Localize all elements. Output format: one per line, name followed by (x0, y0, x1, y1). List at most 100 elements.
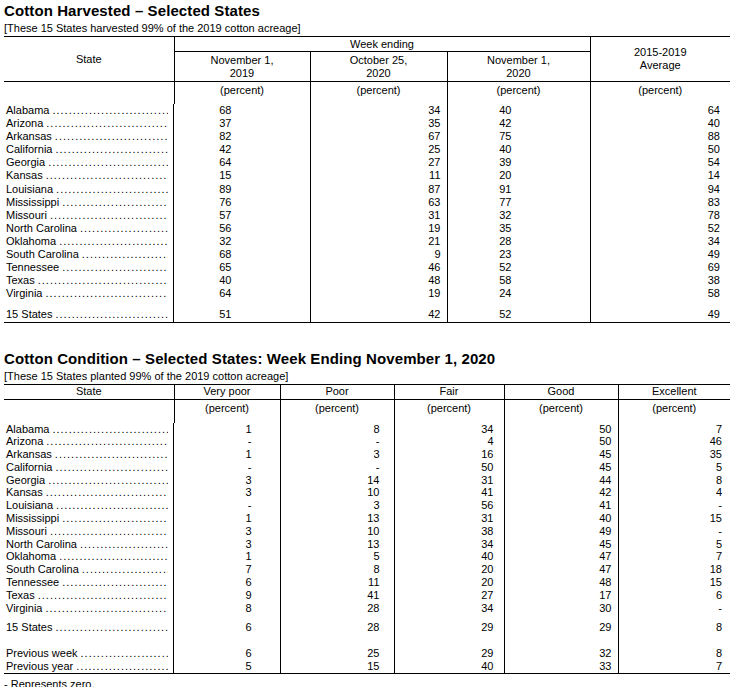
row-label-cell: Arkansas (4, 448, 174, 461)
value-cell: 13 (280, 512, 394, 525)
row-label-cell: North Carolina (4, 538, 174, 551)
value-cell: 65 (174, 261, 310, 274)
value-cell: 40 (447, 143, 590, 156)
row-label: North Carolina (6, 222, 77, 235)
dotted-leader (55, 448, 168, 461)
table-row: Texas94127176 (4, 589, 730, 602)
row-label: Louisiana (6, 183, 53, 196)
row-label: 15 States (6, 621, 52, 634)
unit-label: (percent) (310, 82, 447, 105)
value-cell: 32 (447, 209, 590, 222)
table-row: Arkansas13164535 (4, 448, 730, 461)
value-cell: 88 (590, 130, 730, 143)
value-cell: 8 (280, 423, 394, 436)
value-cell: 41 (280, 589, 394, 602)
value-cell: 15 (280, 660, 394, 673)
value-cell: 49 (590, 300, 730, 322)
dotted-leader (81, 647, 168, 660)
table-row: Mississippi113314015 (4, 512, 730, 525)
value-cell: 40 (394, 660, 504, 673)
dotted-leader (56, 499, 168, 512)
value-cell: 11 (310, 169, 447, 182)
row-label-cell: Tennessee (4, 261, 174, 274)
unit-label: (percent) (504, 399, 618, 423)
value-cell: 58 (590, 287, 730, 300)
dotted-leader (76, 660, 168, 673)
table-row: Arizona37354240 (4, 117, 730, 130)
value-cell: 6 (174, 614, 280, 634)
value-cell: 64 (174, 287, 310, 300)
value-cell: 13 (280, 538, 394, 551)
row-label: Oklahoma (6, 550, 56, 563)
row-label-cell: Georgia (4, 474, 174, 487)
value-cell: 58 (447, 274, 590, 287)
table-row: Tennessee611204815 (4, 576, 730, 589)
dotted-leader (52, 423, 168, 436)
condition-header-row: State Very poor Poor Fair Good Excellent (4, 384, 730, 399)
dotted-leader (56, 183, 168, 196)
value-cell: 25 (310, 143, 447, 156)
value-cell: 24 (447, 287, 590, 300)
table-row: Virginia8283430- (4, 602, 730, 615)
dotted-leader (38, 274, 168, 287)
value-cell: 45 (504, 448, 618, 461)
value-cell: 15 (618, 576, 730, 589)
value-cell: - (618, 602, 730, 615)
row-label-cell: Mississippi (4, 196, 174, 209)
row-label: California (6, 461, 52, 474)
value-cell: - (174, 499, 280, 512)
value-cell: 51 (174, 300, 310, 322)
condition-unit-row: (percent) (percent) (percent) (percent) … (4, 399, 730, 423)
row-label-cell: California (4, 461, 174, 474)
value-cell: 46 (618, 435, 730, 448)
unit-label: (percent) (447, 82, 590, 105)
value-cell: 29 (394, 634, 504, 660)
dotted-leader (62, 261, 168, 274)
value-cell: 42 (504, 486, 618, 499)
dotted-leader (80, 222, 168, 235)
column-header-november-1-2019: November 1, 2019 (174, 52, 310, 82)
row-label: Alabama (6, 104, 49, 117)
value-cell: 8 (280, 563, 394, 576)
value-cell: 3 (174, 538, 280, 551)
value-cell: 50 (394, 461, 504, 474)
table-row: Oklahoma1540477 (4, 550, 730, 563)
value-cell: 48 (310, 274, 447, 287)
week-ending-group-header: Week ending (174, 37, 590, 52)
value-cell: 5 (618, 538, 730, 551)
value-cell: 52 (447, 261, 590, 274)
value-cell: 38 (394, 525, 504, 538)
value-cell: 29 (504, 614, 618, 634)
value-cell: 35 (618, 448, 730, 461)
value-cell: 33 (504, 660, 618, 673)
value-cell: 39 (447, 156, 590, 169)
row-label: Missouri (6, 209, 47, 222)
value-cell: 75 (447, 130, 590, 143)
unit-label: (percent) (590, 82, 730, 105)
value-cell: 9 (174, 589, 280, 602)
value-cell: - (174, 435, 280, 448)
row-label: Louisiana (6, 499, 53, 512)
row-label: South Carolina (6, 563, 79, 576)
row-label-cell: Missouri (4, 525, 174, 538)
row-label: Alabama (6, 423, 49, 436)
row-label: Mississippi (6, 512, 59, 525)
condition-note: [These 15 States planted 99% of the 2019… (4, 370, 728, 382)
value-cell: 68 (174, 248, 310, 261)
value-cell: 7 (174, 563, 280, 576)
value-cell: - (280, 435, 394, 448)
row-label-cell: Previous year (4, 660, 174, 673)
table-row: Georgia64273954 (4, 156, 730, 169)
row-label: Kansas (6, 169, 43, 182)
summary-row: Previous year51540337 (4, 660, 730, 673)
value-cell: 10 (280, 486, 394, 499)
value-cell: 7 (618, 550, 730, 563)
state-column-header: State (4, 384, 174, 399)
value-cell: 42 (447, 117, 590, 130)
dotted-leader (59, 235, 168, 248)
row-label-cell: Louisiana (4, 183, 174, 196)
value-cell: 3 (174, 486, 280, 499)
row-label-cell: Missouri (4, 209, 174, 222)
row-label-cell: Mississippi (4, 512, 174, 525)
dotted-leader (82, 563, 168, 576)
